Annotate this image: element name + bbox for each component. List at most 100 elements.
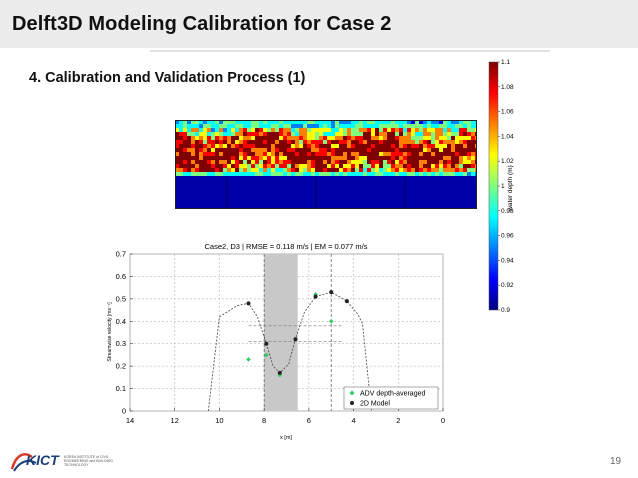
- heatmap-cell: [423, 156, 427, 160]
- heatmap-cell: [383, 164, 387, 168]
- heatmap-cell: [203, 132, 207, 136]
- heatmap-cell: [327, 160, 331, 164]
- heatmap-cell: [263, 132, 267, 136]
- heatmap-cell: [271, 132, 275, 136]
- heatmap-cell: [223, 136, 227, 140]
- heatmap-cell: [471, 152, 475, 156]
- heatmap-cell: [295, 152, 299, 156]
- heatmap-cell: [407, 140, 411, 144]
- heatmap-cell: [407, 144, 411, 148]
- heatmap-cell: [183, 168, 187, 172]
- heatmap-cell: [259, 128, 263, 132]
- y-tick-label: 0.3: [116, 339, 126, 348]
- heatmap-cell: [343, 164, 347, 168]
- heatmap-cell: [291, 148, 295, 152]
- heatmap-cell: [227, 168, 231, 172]
- heatmap-cell: [431, 152, 435, 156]
- heatmap-cell: [351, 128, 355, 132]
- heatmap-cell: [307, 144, 311, 148]
- heatmap-cell: [323, 128, 327, 132]
- heatmap-cell: [319, 168, 323, 172]
- heatmap-cell: [291, 128, 295, 132]
- heatmap-cell: [227, 136, 231, 140]
- heatmap-cell: [291, 168, 295, 172]
- heatmap-cell: [183, 124, 187, 128]
- heatmap-cell: [191, 152, 195, 156]
- heatmap-cell: [467, 132, 471, 136]
- heatmap-cell: [299, 128, 303, 132]
- heatmap-cell: [395, 164, 399, 168]
- heatmap-cell: [335, 136, 339, 140]
- heatmap-cell: [415, 148, 419, 152]
- heatmap-cell: [451, 160, 455, 164]
- heatmap-cell: [247, 164, 251, 168]
- heatmap-cell: [279, 120, 283, 124]
- heatmap-cell: [367, 128, 371, 132]
- heatmap-cell: [207, 164, 211, 168]
- heatmap-cell: [227, 148, 231, 152]
- heatmap-cell: [283, 132, 287, 136]
- heatmap-cell: [387, 124, 391, 128]
- colorbar-tick-label: 0.94: [501, 257, 514, 264]
- heatmap-cell: [259, 136, 263, 140]
- heatmap-cell: [227, 144, 231, 148]
- heatmap-cell: [191, 168, 195, 172]
- heatmap-cell: [211, 144, 215, 148]
- heatmap-cell: [227, 124, 231, 128]
- y-tick-label: 0.1: [116, 384, 126, 393]
- header-divider: [150, 50, 550, 52]
- heatmap-cell: [319, 160, 323, 164]
- heatmap-cell: [207, 140, 211, 144]
- heatmap-cell: [295, 172, 299, 176]
- heatmap-cell: [203, 140, 207, 144]
- heatmap-cell: [383, 172, 387, 176]
- heatmap-cell: [263, 124, 267, 128]
- heatmap-cell: [395, 152, 399, 156]
- heatmap-cell: [279, 148, 283, 152]
- heatmap-cell: [179, 160, 183, 164]
- heatmap-cell: [251, 140, 255, 144]
- heatmap-cell: [351, 160, 355, 164]
- heatmap-cell: [275, 132, 279, 136]
- heatmap-cell: [231, 164, 235, 168]
- heatmap-cell: [455, 148, 459, 152]
- heatmap-cell: [423, 168, 427, 172]
- heatmap-cell: [387, 120, 391, 124]
- heatmap-cell: [355, 152, 359, 156]
- heatmap-cell: [391, 152, 395, 156]
- y-axis-label: Streamwise velocity [ms⁻¹]: [107, 302, 113, 362]
- heatmap-cell: [455, 156, 459, 160]
- heatmap-cell: [195, 148, 199, 152]
- heatmap-cell: [423, 124, 427, 128]
- heatmap-cell: [231, 136, 235, 140]
- heatmap-cell: [287, 160, 291, 164]
- heatmap-cell: [207, 172, 211, 176]
- heatmap-cell: [415, 164, 419, 168]
- heatmap-cell: [239, 132, 243, 136]
- heatmap-cell: [439, 148, 443, 152]
- heatmap-cell: [463, 132, 467, 136]
- heatmap-cell: [351, 120, 355, 124]
- heatmap-cell: [267, 124, 271, 128]
- heatmap-cell: [199, 164, 203, 168]
- heatmap-cell: [239, 172, 243, 176]
- heatmap-cell: [271, 148, 275, 152]
- heatmap-cell: [383, 156, 387, 160]
- heatmap-cell: [175, 128, 179, 132]
- heatmap-cell: [343, 172, 347, 176]
- adv-data-point: [328, 318, 334, 324]
- heatmap-cell: [231, 160, 235, 164]
- heatmap-cell: [367, 156, 371, 160]
- heatmap-cell: [435, 124, 439, 128]
- heatmap-cell: [379, 136, 383, 140]
- heatmap-cell: [363, 140, 367, 144]
- heatmap-cell: [351, 140, 355, 144]
- heatmap-cell: [255, 156, 259, 160]
- heatmap-cell: [335, 132, 339, 136]
- heatmap-cell: [295, 140, 299, 144]
- heatmap-cell: [395, 128, 399, 132]
- heatmap-cell: [219, 152, 223, 156]
- heatmap-cell: [471, 164, 475, 168]
- heatmap-cell: [371, 144, 375, 148]
- heatmap-cell: [235, 152, 239, 156]
